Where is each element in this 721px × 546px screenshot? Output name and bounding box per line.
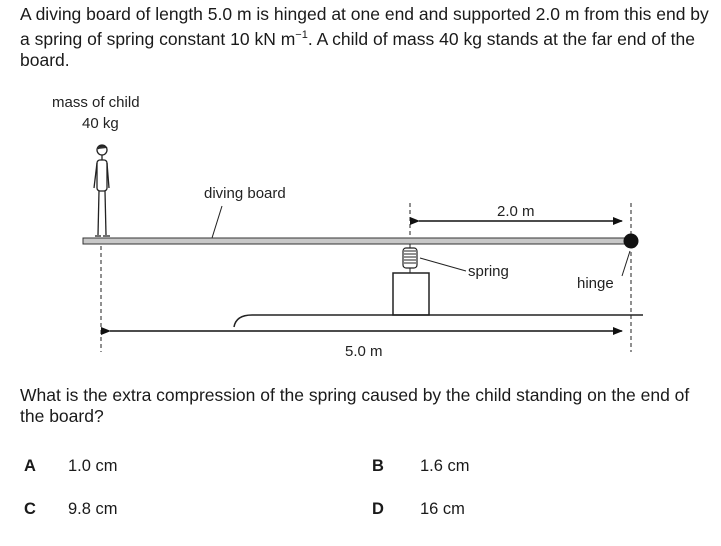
ground-base	[233, 314, 643, 328]
diving-board-label: diving board	[204, 185, 286, 202]
unit-exponent: −1	[295, 29, 308, 41]
spring-label: spring	[468, 263, 509, 280]
option-value: 1.6 cm	[420, 457, 470, 475]
hinge-leader-line	[621, 250, 631, 277]
diving-board-diagram: mass of child 40 kg diving board 2.0 m s…	[52, 94, 643, 360]
option-value: 16 cm	[420, 500, 465, 518]
option-b[interactable]: B 1.6 cm	[372, 457, 470, 476]
stem-text-end: . A child of mass 40 kg stands at the fa…	[20, 28, 696, 70]
stem-text: A diving board of length 5.0 m is hinged…	[20, 4, 709, 49]
option-letter: D	[372, 500, 384, 518]
spring-leader-line	[419, 257, 467, 272]
diving-board	[82, 237, 632, 245]
hinge-label: hinge	[577, 275, 614, 292]
option-value: 1.0 cm	[68, 457, 118, 475]
option-c[interactable]: C 9.8 cm	[24, 500, 118, 519]
question-stem: A diving board of length 5.0 m is hinged…	[20, 4, 710, 71]
spring-support-block	[392, 272, 430, 316]
board-length-label: 5.0 m	[345, 343, 383, 360]
board-leader-line	[211, 205, 223, 239]
option-d[interactable]: D 16 cm	[372, 500, 465, 519]
option-letter: B	[372, 457, 384, 475]
spring-coil	[402, 244, 418, 273]
hinge-pivot	[623, 233, 639, 249]
spring-distance-label: 2.0 m	[497, 203, 535, 220]
mass-value: 40 kg	[82, 115, 119, 132]
option-letter: C	[24, 500, 36, 518]
child-figure	[93, 144, 110, 237]
option-letter: A	[24, 457, 36, 475]
mass-label: mass of child	[52, 94, 140, 111]
option-value: 9.8 cm	[68, 500, 118, 518]
question-text: What is the extra compression of the spr…	[20, 385, 690, 426]
option-a[interactable]: A 1.0 cm	[24, 457, 118, 476]
